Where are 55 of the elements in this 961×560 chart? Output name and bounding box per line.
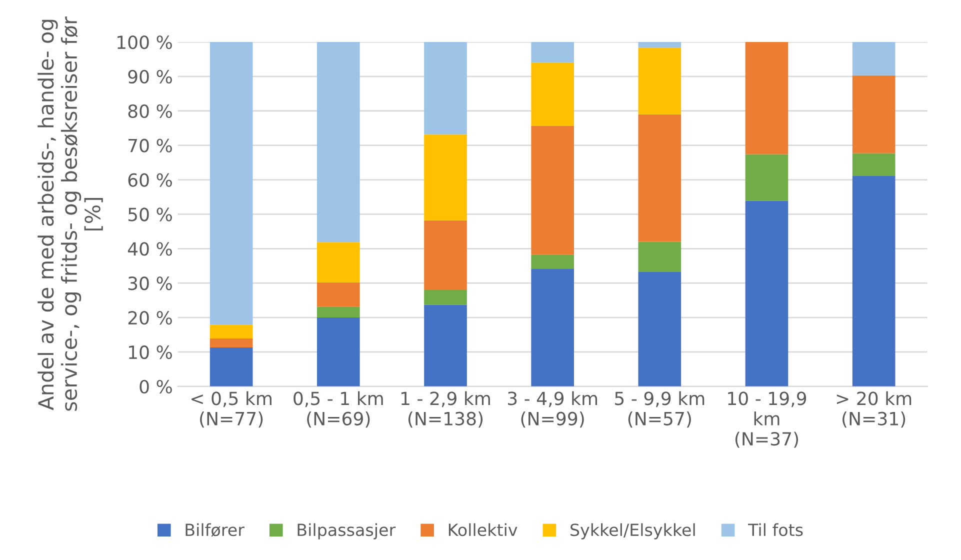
bar (210, 324, 253, 339)
bar (316, 282, 360, 307)
bar (638, 42, 682, 48)
legend-label: Bilfører (186, 523, 244, 537)
legend-label: Sykkel/Elsykkel (570, 523, 695, 540)
y-tick-label: 50 % (128, 208, 172, 222)
bar (638, 114, 682, 242)
y-tick-label: 80 % (128, 104, 172, 118)
x-tick-label: 10 - 19,9 km (N=37) (728, 392, 806, 448)
y-tick-label: 10 % (129, 345, 172, 360)
bar (424, 290, 467, 305)
bar (424, 42, 467, 134)
bar (745, 200, 788, 386)
bar (424, 220, 467, 290)
bar (852, 75, 896, 154)
x-tick-label: < 0,5 km (N=77) (192, 391, 272, 428)
x-tick-label: 5 - 9,9 km (N=57) (615, 391, 704, 428)
bar (424, 304, 467, 386)
bar (745, 154, 788, 201)
bar (638, 242, 682, 272)
y-tick-label: 0 % (140, 380, 172, 394)
bar (210, 347, 253, 386)
x-tick-label: 3 - 4,9 km (N=99) (508, 391, 598, 428)
bar (210, 42, 253, 325)
bar (316, 318, 360, 386)
legend-label: Bilpassasjer (298, 523, 396, 540)
bar (852, 42, 896, 76)
bar (531, 42, 574, 62)
y-tick-label: 60 % (128, 173, 172, 187)
bar (424, 134, 467, 220)
bar (531, 126, 574, 255)
y-tick-label: 40 % (128, 242, 172, 256)
bar (316, 242, 360, 282)
bar (210, 338, 253, 348)
legend-label: Til fots (748, 523, 803, 536)
bar (531, 254, 574, 269)
y-tick-label: 90 % (128, 70, 172, 84)
y-tick-label: 20 % (128, 310, 172, 325)
bar (745, 42, 788, 154)
x-tick-label: 1 - 2,9 km (N=138) (401, 391, 490, 428)
bar (852, 153, 896, 176)
legend-label: Kollektiv (448, 523, 518, 536)
bar (316, 42, 360, 242)
x-tick-label: > 20 km (N=31) (836, 391, 912, 428)
x-tick-label: 0,5 - 1 km (N=69) (294, 391, 383, 428)
y-tick-label: 70 % (128, 138, 172, 152)
y-tick-label: 100 % (118, 35, 172, 50)
y-axis-title: Andel av de med arbeids-, handle- og service-, og fritds- og besøksreiser før [%] (38, 16, 103, 411)
bar (316, 306, 360, 318)
bar (531, 268, 574, 386)
y-tick-label: 30 % (128, 276, 172, 290)
bar (638, 272, 682, 386)
bar (638, 48, 682, 114)
bar (531, 62, 574, 126)
bar (852, 176, 896, 386)
